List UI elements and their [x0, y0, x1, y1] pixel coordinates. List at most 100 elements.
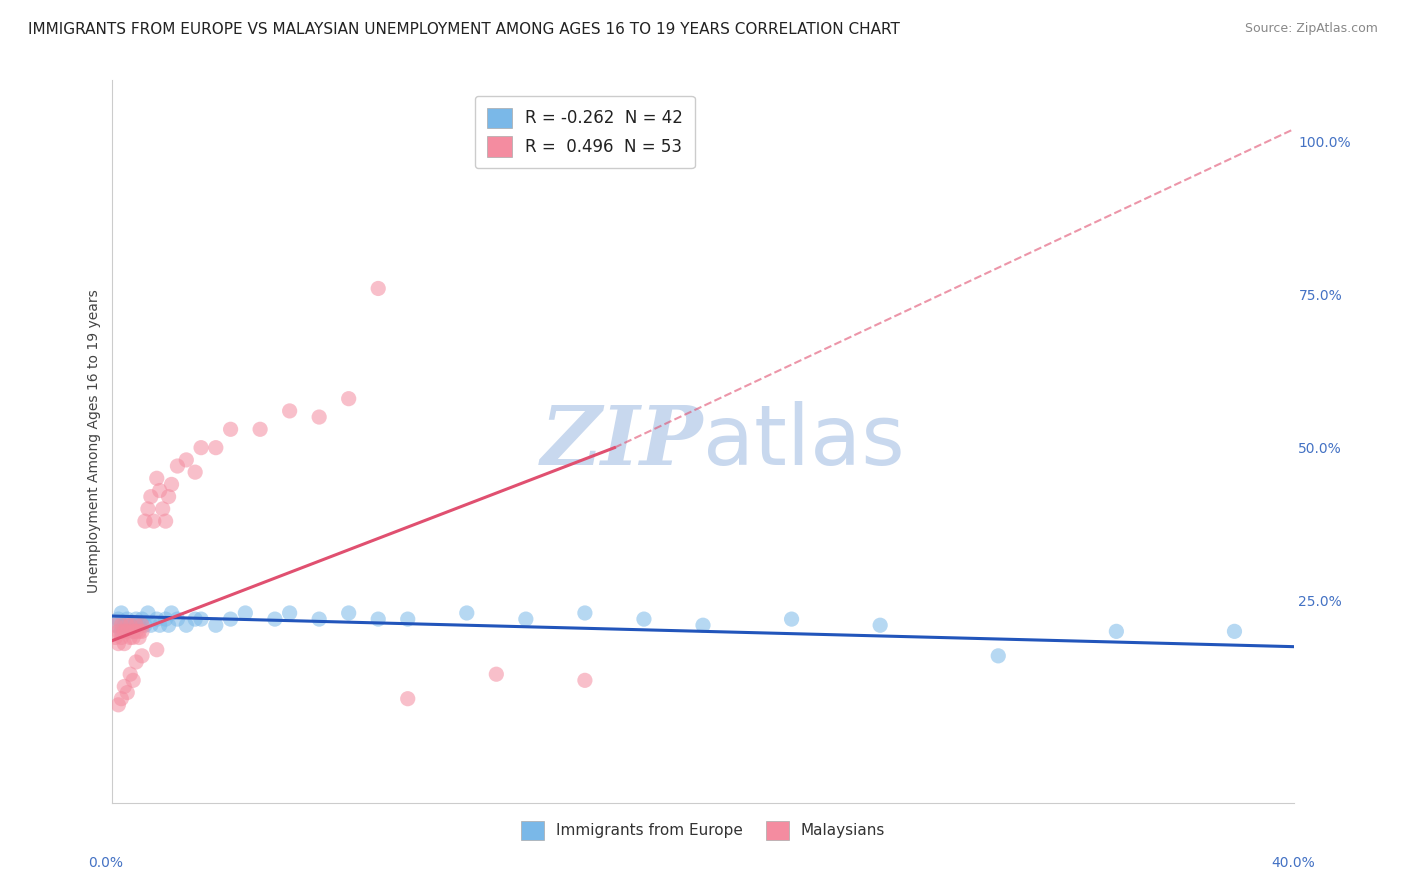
Point — [337, 606, 360, 620]
Point — [264, 612, 287, 626]
Point — [1223, 624, 1246, 639]
Point — [146, 471, 169, 485]
Point — [120, 667, 142, 681]
Point — [146, 612, 169, 626]
Point — [139, 490, 162, 504]
Point — [131, 648, 153, 663]
Point — [125, 612, 148, 626]
Point — [456, 606, 478, 620]
Point — [166, 458, 188, 473]
Point — [184, 465, 207, 479]
Point — [139, 618, 162, 632]
Point — [367, 612, 389, 626]
Point — [869, 618, 891, 632]
Point — [112, 624, 135, 639]
Point — [112, 680, 135, 694]
Point — [219, 422, 242, 436]
Point — [308, 612, 330, 626]
Text: Source: ZipAtlas.com: Source: ZipAtlas.com — [1244, 22, 1378, 36]
Point — [136, 502, 159, 516]
Point — [104, 618, 127, 632]
Point — [337, 392, 360, 406]
Text: atlas: atlas — [703, 401, 904, 482]
Point — [205, 441, 228, 455]
Point — [249, 422, 271, 436]
Point — [120, 618, 142, 632]
Point — [574, 673, 596, 688]
Point — [128, 618, 150, 632]
Point — [157, 490, 180, 504]
Point — [166, 612, 188, 626]
Point — [367, 281, 389, 295]
Point — [107, 624, 129, 639]
Point — [174, 618, 197, 632]
Text: 40.0%: 40.0% — [1271, 856, 1316, 871]
Point — [160, 477, 183, 491]
Point — [152, 502, 174, 516]
Point — [122, 631, 145, 645]
Point — [190, 612, 212, 626]
Point — [157, 618, 180, 632]
Point — [117, 612, 138, 626]
Point — [515, 612, 537, 626]
Point — [125, 624, 148, 639]
Point — [117, 618, 138, 632]
Point — [692, 618, 714, 632]
Point — [160, 606, 183, 620]
Point — [205, 618, 228, 632]
Point — [134, 514, 156, 528]
Point — [112, 618, 135, 632]
Point — [107, 637, 129, 651]
Point — [308, 410, 330, 425]
Point — [110, 606, 132, 620]
Point — [396, 612, 419, 626]
Point — [233, 606, 256, 620]
Point — [146, 642, 169, 657]
Point — [131, 624, 153, 639]
Text: IMMIGRANTS FROM EUROPE VS MALAYSIAN UNEMPLOYMENT AMONG AGES 16 TO 19 YEARS CORRE: IMMIGRANTS FROM EUROPE VS MALAYSIAN UNEM… — [28, 22, 900, 37]
Point — [122, 673, 145, 688]
Point — [142, 514, 165, 528]
Point — [128, 624, 150, 639]
Text: ZIP: ZIP — [540, 401, 703, 482]
Point — [190, 441, 212, 455]
Point — [110, 618, 132, 632]
Point — [125, 655, 148, 669]
Point — [112, 637, 135, 651]
Point — [987, 648, 1010, 663]
Legend: Immigrants from Europe, Malaysians: Immigrants from Europe, Malaysians — [515, 815, 891, 846]
Text: 0.0%: 0.0% — [89, 856, 122, 871]
Point — [110, 631, 132, 645]
Point — [122, 624, 145, 639]
Point — [1105, 624, 1128, 639]
Point — [174, 453, 197, 467]
Point — [117, 624, 138, 639]
Point — [120, 631, 142, 645]
Point — [149, 618, 172, 632]
Point — [120, 618, 142, 632]
Point — [117, 685, 138, 699]
Point — [104, 631, 127, 645]
Point — [396, 691, 419, 706]
Point — [278, 404, 301, 418]
Point — [131, 612, 153, 626]
Point — [128, 631, 150, 645]
Point — [155, 612, 177, 626]
Point — [107, 698, 129, 712]
Point — [184, 612, 207, 626]
Point — [633, 612, 655, 626]
Point — [131, 618, 153, 632]
Point — [122, 624, 145, 639]
Point — [574, 606, 596, 620]
Point — [219, 612, 242, 626]
Point — [104, 618, 127, 632]
Point — [155, 514, 177, 528]
Point — [125, 618, 148, 632]
Y-axis label: Unemployment Among Ages 16 to 19 years: Unemployment Among Ages 16 to 19 years — [87, 290, 101, 593]
Point — [107, 612, 129, 626]
Point — [780, 612, 803, 626]
Point — [149, 483, 172, 498]
Point — [110, 624, 132, 639]
Point — [110, 691, 132, 706]
Point — [485, 667, 508, 681]
